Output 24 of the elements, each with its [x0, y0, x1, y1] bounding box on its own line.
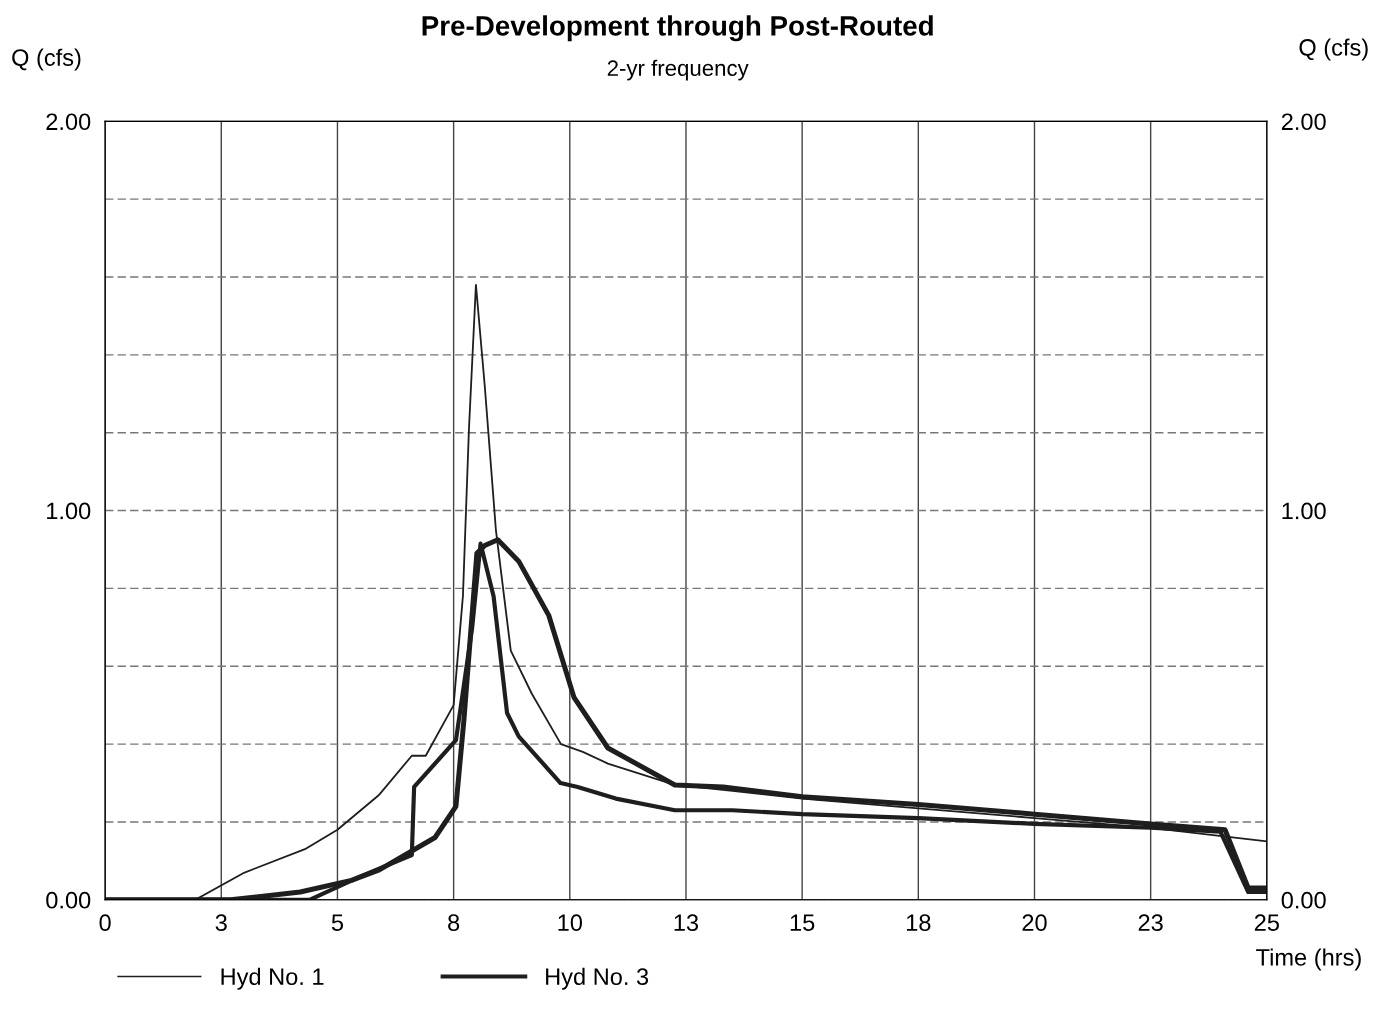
legend-label: Hyd No. 1 — [221, 967, 324, 990]
x-tick-label: 23 — [1138, 914, 1163, 932]
chart-subtitle: 2-yr frequency — [607, 59, 749, 81]
y2-axis-title: Q (cfs) — [1299, 38, 1368, 61]
x-tick-label: 10 — [558, 914, 583, 932]
y2-tick-label: 1.00 — [1282, 502, 1326, 520]
x-tick-label: 3 — [215, 914, 227, 932]
x-tick-label: 5 — [331, 914, 344, 932]
x-tick-label: 18 — [906, 914, 931, 932]
y-tick-label: 0.00 — [46, 891, 91, 909]
x-tick-label: 0 — [99, 914, 111, 932]
y-tick-label: 2.00 — [46, 113, 91, 131]
chart-title: Pre-Development through Post-Routed — [422, 15, 933, 42]
y-tick-label: 1.00 — [47, 502, 91, 520]
legend-label: Hyd No. 3 — [546, 967, 649, 990]
x-tick-label: 8 — [448, 914, 460, 932]
y2-tick-label: 0.00 — [1281, 891, 1326, 909]
x-axis-title: Time (hrs) — [1256, 948, 1361, 971]
x-tick-label: 25 — [1254, 914, 1279, 932]
x-tick-label: 15 — [790, 914, 815, 932]
x-tick-label: 20 — [1022, 914, 1047, 932]
x-tick-label: 13 — [674, 914, 699, 932]
y-axis-title: Q (cfs) — [12, 48, 81, 71]
y2-tick-label: 2.00 — [1281, 113, 1326, 131]
